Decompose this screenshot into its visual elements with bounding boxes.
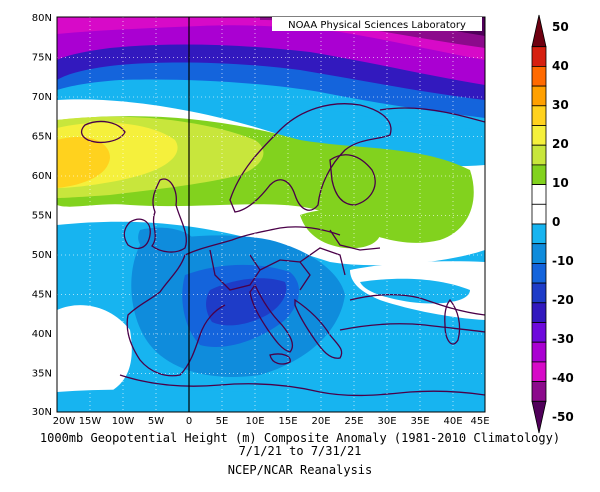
colorbar-swatch [531, 282, 547, 304]
colorbar-label: -20 [552, 293, 574, 307]
lat-label: 80N [32, 13, 52, 24]
lon-label: 15E [278, 416, 297, 427]
colorbar-swatch [531, 164, 547, 185]
colorbar-label: 20 [552, 137, 569, 151]
lat-label: 70N [32, 92, 52, 103]
caption-title: 1000mb Geopotential Height (m) Composite… [39, 431, 561, 445]
colorbar-label: -50 [552, 410, 574, 424]
lon-label: 10E [245, 416, 264, 427]
lon-label: 25E [344, 416, 363, 427]
lat-label: 30N [32, 407, 52, 418]
lat-label: 55N [32, 211, 52, 222]
caption-dates: 7/1/21 to 7/31/21 [238, 444, 362, 458]
colorbar-label: 10 [552, 176, 569, 190]
lon-label: 40E [443, 416, 462, 427]
anomaly-fields [57, 17, 485, 412]
lat-label: 75N [32, 53, 52, 64]
lon-label: 30E [377, 416, 396, 427]
colorbar-swatch [531, 85, 547, 107]
lon-labels: 20W 15W 10W 5W 0 5E 10E 15E 20E 25E 30E … [53, 416, 490, 427]
lat-label: 45N [32, 290, 52, 301]
graticule [57, 17, 485, 412]
lon-label: 5E [216, 416, 229, 427]
lat-label: 35N [32, 369, 52, 380]
colorbar-swatch [531, 14, 547, 48]
colorbar-label: 50 [552, 20, 569, 34]
lat-label: 60N [32, 171, 52, 182]
lat-label: 40N [32, 329, 52, 340]
lon-label: 15W [79, 416, 102, 427]
lon-label: 35E [410, 416, 429, 427]
colorbar-swatch [531, 105, 547, 126]
colorbar-label: 0 [552, 215, 560, 229]
colorbar-swatch [531, 302, 547, 323]
colorbar-swatch [531, 144, 547, 166]
lat-label: 65N [32, 132, 52, 143]
lon-label: 5W [148, 416, 164, 427]
colorbar-swatch [531, 46, 547, 67]
colorbar-swatch [531, 203, 547, 225]
caption-source: NCEP/NCAR Reanalysis [227, 463, 373, 477]
colorbar-swatch [531, 341, 547, 363]
colorbar-swatch [531, 322, 547, 343]
colorbar-swatch [531, 125, 547, 146]
credit-box [272, 17, 482, 31]
lon-label: 20W [53, 416, 76, 427]
lon-label: 0 [186, 416, 192, 427]
coastlines [80, 103, 485, 397]
lat-label: 50N [32, 250, 52, 261]
colorbar-swatch [531, 400, 547, 434]
colorbar-label: 30 [552, 98, 569, 112]
colorbar-label: -30 [552, 332, 574, 346]
colorbar-swatch [531, 66, 547, 87]
lon-label: 10W [112, 416, 135, 427]
colorbar [531, 14, 547, 434]
colorbar-labels: 50 40 30 20 10 0 -10 -20 -30 -40 -50 [552, 20, 574, 424]
lon-label: 20E [311, 416, 330, 427]
map-frame [56, 16, 486, 413]
colorbar-swatch [531, 262, 547, 284]
credit-text: NOAA Physical Sciences Laboratory [288, 20, 466, 31]
lon-label: 45E [470, 416, 489, 427]
colorbar-label: -10 [552, 254, 574, 268]
colorbar-swatch [531, 243, 547, 264]
colorbar-swatch [531, 223, 547, 245]
colorbar-label: -40 [552, 371, 574, 385]
colorbar-swatch [531, 361, 547, 382]
colorbar-label: 40 [552, 59, 569, 73]
lat-labels: 80N 75N 70N 65N 60N 55N 50N 45N 40N 35N … [32, 13, 52, 418]
colorbar-swatch [531, 381, 547, 402]
colorbar-swatch [531, 184, 547, 205]
